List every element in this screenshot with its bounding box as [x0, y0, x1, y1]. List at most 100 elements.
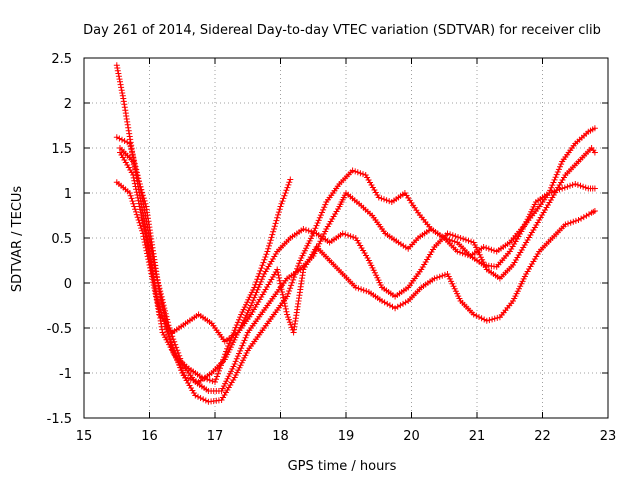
- data-point: [499, 277, 501, 280]
- data-point: [233, 363, 236, 365]
- data-point: [482, 246, 485, 248]
- data-point: [240, 313, 242, 316]
- data-point: [197, 313, 200, 316]
- data-point: [312, 255, 315, 257]
- data-point: [378, 196, 380, 199]
- y-tick-label: 0: [64, 277, 72, 292]
- data-point: [197, 381, 200, 383]
- data-point: [276, 268, 279, 271]
- x-tick-label: 15: [76, 429, 93, 444]
- data-point: [574, 142, 577, 145]
- data-point: [129, 192, 131, 194]
- data-point: [119, 147, 121, 149]
- axis-ticks: [83, 57, 609, 419]
- data-point: [417, 237, 419, 239]
- data-point: [315, 232, 318, 235]
- data-point: [158, 313, 161, 316]
- data-point: [564, 223, 567, 226]
- data-point: [158, 291, 161, 293]
- data-point: [420, 286, 423, 289]
- data-point: [407, 300, 410, 302]
- data-point: [325, 228, 328, 230]
- data-point: [577, 219, 580, 221]
- data-point: [512, 300, 514, 302]
- data-point: [142, 232, 144, 235]
- data-point: [404, 192, 406, 194]
- data-point: [338, 205, 341, 208]
- data-point: [302, 268, 305, 271]
- data-point: [371, 214, 374, 217]
- data-point: [302, 228, 305, 230]
- x-tick-label: 23: [600, 429, 617, 444]
- data-point: [561, 187, 563, 190]
- data-point: [551, 237, 554, 239]
- data-point: [525, 273, 527, 275]
- data-point: [132, 160, 134, 163]
- data-point: [499, 316, 501, 319]
- data-point: [292, 331, 295, 334]
- data-point: [407, 248, 410, 250]
- data-point: [587, 131, 590, 133]
- data-point: [341, 232, 344, 235]
- data-point: [214, 381, 216, 383]
- data-point: [341, 273, 344, 275]
- x-tick-label: 22: [534, 429, 551, 444]
- y-tick-label: 1: [64, 187, 72, 202]
- data-point: [299, 259, 302, 262]
- series-markers: [113, 125, 598, 394]
- data-point: [210, 322, 213, 325]
- data-point: [459, 237, 462, 239]
- y-tick-label: -1: [59, 367, 72, 382]
- data-point: [227, 345, 229, 347]
- data-point: [345, 192, 347, 194]
- data-point: [116, 181, 118, 183]
- data-series: [113, 62, 598, 405]
- data-point: [247, 349, 249, 352]
- grid: [84, 58, 608, 418]
- x-tick-label: 16: [141, 429, 158, 444]
- data-point: [171, 349, 174, 352]
- data-point: [207, 401, 210, 403]
- data-point: [129, 142, 131, 145]
- data-point: [325, 201, 328, 203]
- x-axis-title: GPS time / hours: [288, 459, 397, 474]
- data-point: [338, 183, 341, 185]
- data-point: [538, 219, 540, 221]
- chart-title: Day 261 of 2014, Sidereal Day-to-day VTE…: [83, 23, 601, 38]
- tick-labels: 15 16 17 18 19 20 21 22 23 -1.5 -1 -0.5 0 0.5 1 1.5 2 2.5: [47, 52, 617, 444]
- data-point: [273, 295, 275, 298]
- data-point: [286, 277, 288, 280]
- data-point: [391, 201, 393, 203]
- data-point: [509, 250, 511, 253]
- data-point: [253, 286, 256, 289]
- series-markers: [117, 145, 598, 385]
- x-tick-label: 21: [469, 429, 486, 444]
- x-tick-label: 18: [272, 429, 289, 444]
- data-point: [220, 390, 223, 392]
- y-tick-label: 2.5: [51, 52, 72, 67]
- data-point: [407, 286, 410, 289]
- x-tick-label: 19: [338, 429, 355, 444]
- data-point: [145, 237, 147, 239]
- data-point: [446, 273, 449, 275]
- series-s5: [117, 149, 598, 345]
- data-point: [263, 291, 265, 293]
- data-point: [286, 313, 288, 316]
- data-point: [525, 241, 527, 244]
- data-point: [512, 264, 514, 266]
- data-point: [273, 313, 275, 316]
- data-point: [289, 178, 292, 181]
- data-point: [564, 174, 567, 176]
- data-point: [328, 241, 331, 244]
- data-point: [486, 268, 488, 271]
- data-point: [119, 151, 121, 154]
- data-point: [260, 331, 262, 334]
- data-point: [132, 174, 134, 176]
- data-point: [495, 266, 498, 268]
- data-point: [459, 300, 462, 302]
- data-point: [194, 394, 197, 397]
- data-point: [368, 291, 370, 293]
- data-point: [590, 212, 593, 214]
- y-axis-title: SDTVAR / TECUs: [10, 186, 25, 293]
